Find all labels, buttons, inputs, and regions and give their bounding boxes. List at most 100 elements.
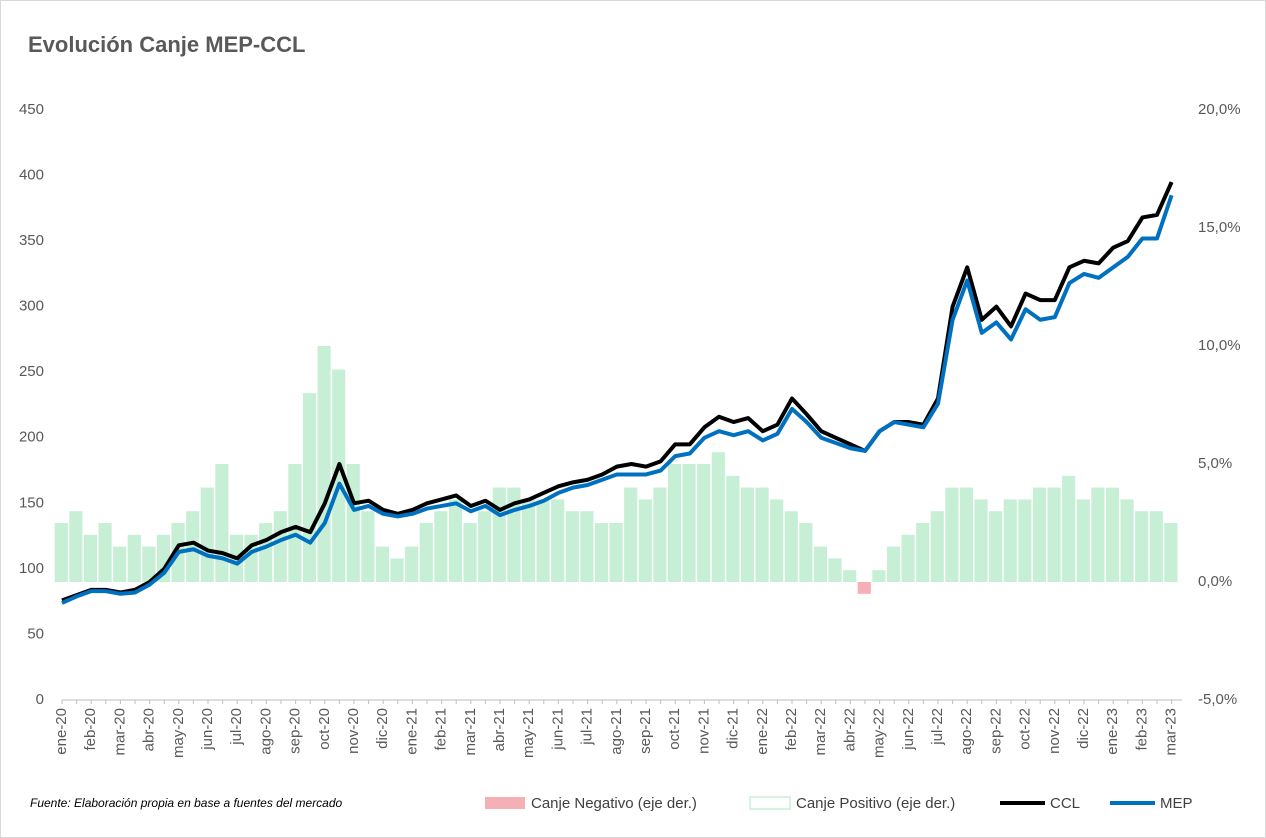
x-tick-label: ene-21 bbox=[403, 708, 420, 755]
canje-bar bbox=[521, 499, 536, 582]
canje-bar bbox=[653, 487, 667, 582]
canje-bar bbox=[843, 570, 857, 582]
x-tick-label: ene-20 bbox=[53, 708, 70, 755]
canje-bar bbox=[215, 464, 229, 582]
legend-label: Canje Positivo (eje der.) bbox=[796, 795, 955, 812]
canje-bar bbox=[609, 523, 623, 582]
x-tick-label: ago-20 bbox=[257, 708, 274, 755]
canje-bar bbox=[930, 511, 944, 582]
legend-label: CCL bbox=[1050, 795, 1080, 812]
canje-bar bbox=[1149, 511, 1163, 582]
x-tick-label: nov-20 bbox=[345, 708, 362, 754]
canje-bar bbox=[770, 499, 784, 582]
canje-bar bbox=[624, 487, 638, 582]
canje-bar bbox=[565, 511, 579, 582]
price-line bbox=[61, 194, 1174, 605]
canje-bar bbox=[259, 523, 273, 582]
x-tick-label: abr-21 bbox=[491, 708, 508, 751]
chart-title: Evolución Canje MEP-CCL bbox=[28, 32, 305, 57]
canje-bar bbox=[54, 523, 68, 582]
x-tick-label: mar-23 bbox=[1163, 708, 1180, 756]
x-tick-label: oct-20 bbox=[316, 708, 333, 750]
canje-bar bbox=[419, 523, 433, 582]
legend-label: Canje Negativo (eje der.) bbox=[531, 795, 697, 812]
x-tick-label: sep-22 bbox=[987, 708, 1004, 754]
canje-bar bbox=[1135, 511, 1149, 582]
x-tick-label: abr-22 bbox=[841, 708, 858, 751]
legend-swatch bbox=[485, 797, 525, 809]
canje-bar bbox=[1062, 475, 1076, 582]
canje-bar bbox=[1164, 523, 1178, 582]
canje-bar bbox=[697, 464, 711, 582]
y-tick-label: 400 bbox=[19, 167, 44, 184]
source-note: Fuente: Elaboración propia en base a fue… bbox=[30, 796, 343, 810]
canje-bar bbox=[1018, 499, 1032, 582]
canje-bar bbox=[799, 523, 813, 582]
canje-bar bbox=[945, 487, 959, 582]
x-tick-label: mar-21 bbox=[462, 708, 479, 756]
canje-bar bbox=[682, 464, 696, 582]
canje-bar bbox=[901, 534, 915, 582]
legend-label: MEP bbox=[1160, 795, 1193, 812]
x-tick-label: feb-23 bbox=[1133, 708, 1150, 751]
canje-bar bbox=[361, 511, 375, 582]
canje-bar bbox=[463, 523, 477, 582]
x-tick-label: jul-22 bbox=[929, 708, 946, 746]
canje-bar bbox=[113, 546, 127, 582]
canje-bar bbox=[317, 346, 331, 582]
canje-bar bbox=[551, 499, 565, 582]
x-tick-label: sep-20 bbox=[287, 708, 304, 754]
y2-tick-label: 0,0% bbox=[1198, 573, 1232, 590]
canje-bar bbox=[857, 582, 871, 594]
x-tick-label: jun-21 bbox=[549, 708, 566, 751]
y-tick-label: 450 bbox=[19, 101, 44, 118]
canje-bar bbox=[784, 511, 798, 582]
x-tick-label: ago-21 bbox=[608, 708, 625, 755]
canje-bar bbox=[740, 487, 755, 582]
canje-bar bbox=[332, 369, 346, 582]
x-tick-label: feb-22 bbox=[783, 708, 800, 751]
canje-bar bbox=[1032, 487, 1047, 582]
x-tick-label: jul-21 bbox=[579, 708, 596, 746]
canje-bar bbox=[755, 487, 769, 582]
canje-bar bbox=[448, 499, 463, 582]
y-tick-label: 50 bbox=[27, 625, 44, 642]
x-tick-label: jun-20 bbox=[199, 708, 216, 751]
canje-bar bbox=[711, 452, 725, 582]
y2-tick-label: 10,0% bbox=[1198, 337, 1241, 354]
canje-bar bbox=[69, 511, 83, 582]
x-tick-label: abr-20 bbox=[141, 708, 158, 751]
x-tick-label: mar-20 bbox=[111, 708, 128, 756]
canje-bar bbox=[200, 487, 214, 582]
x-tick-label: feb-21 bbox=[433, 708, 450, 751]
canje-bar bbox=[1076, 499, 1090, 582]
y-tick-label: 250 bbox=[19, 363, 44, 380]
y2-tick-label: 5,0% bbox=[1198, 455, 1232, 472]
legend-swatch bbox=[749, 796, 791, 810]
canje-bar bbox=[127, 534, 141, 582]
canje-bar bbox=[375, 546, 390, 582]
x-tick-label: ago-22 bbox=[958, 708, 975, 755]
x-tick-label: may-20 bbox=[170, 708, 187, 758]
y-tick-label: 100 bbox=[19, 560, 44, 577]
x-tick-label: jul-20 bbox=[228, 708, 245, 746]
x-tick-label: oct-22 bbox=[1017, 708, 1034, 750]
canje-bar bbox=[478, 511, 492, 582]
y2-tick-label: 20,0% bbox=[1198, 101, 1241, 118]
canje-bar bbox=[813, 546, 828, 582]
canje-bar bbox=[346, 464, 360, 582]
canje-bar bbox=[536, 499, 550, 582]
y2-tick-label: 15,0% bbox=[1198, 219, 1241, 236]
y-tick-label: 0 bbox=[36, 691, 44, 708]
canje-bar bbox=[828, 558, 842, 582]
canje-bar bbox=[638, 499, 652, 582]
canje-bar bbox=[390, 558, 404, 582]
canje-bar bbox=[580, 511, 594, 582]
canje-bar bbox=[916, 523, 930, 582]
canje-bar bbox=[872, 570, 886, 582]
y2-tick-label: -5,0% bbox=[1198, 691, 1237, 708]
x-tick-label: nov-22 bbox=[1046, 708, 1063, 754]
x-tick-label: may-21 bbox=[520, 708, 537, 758]
